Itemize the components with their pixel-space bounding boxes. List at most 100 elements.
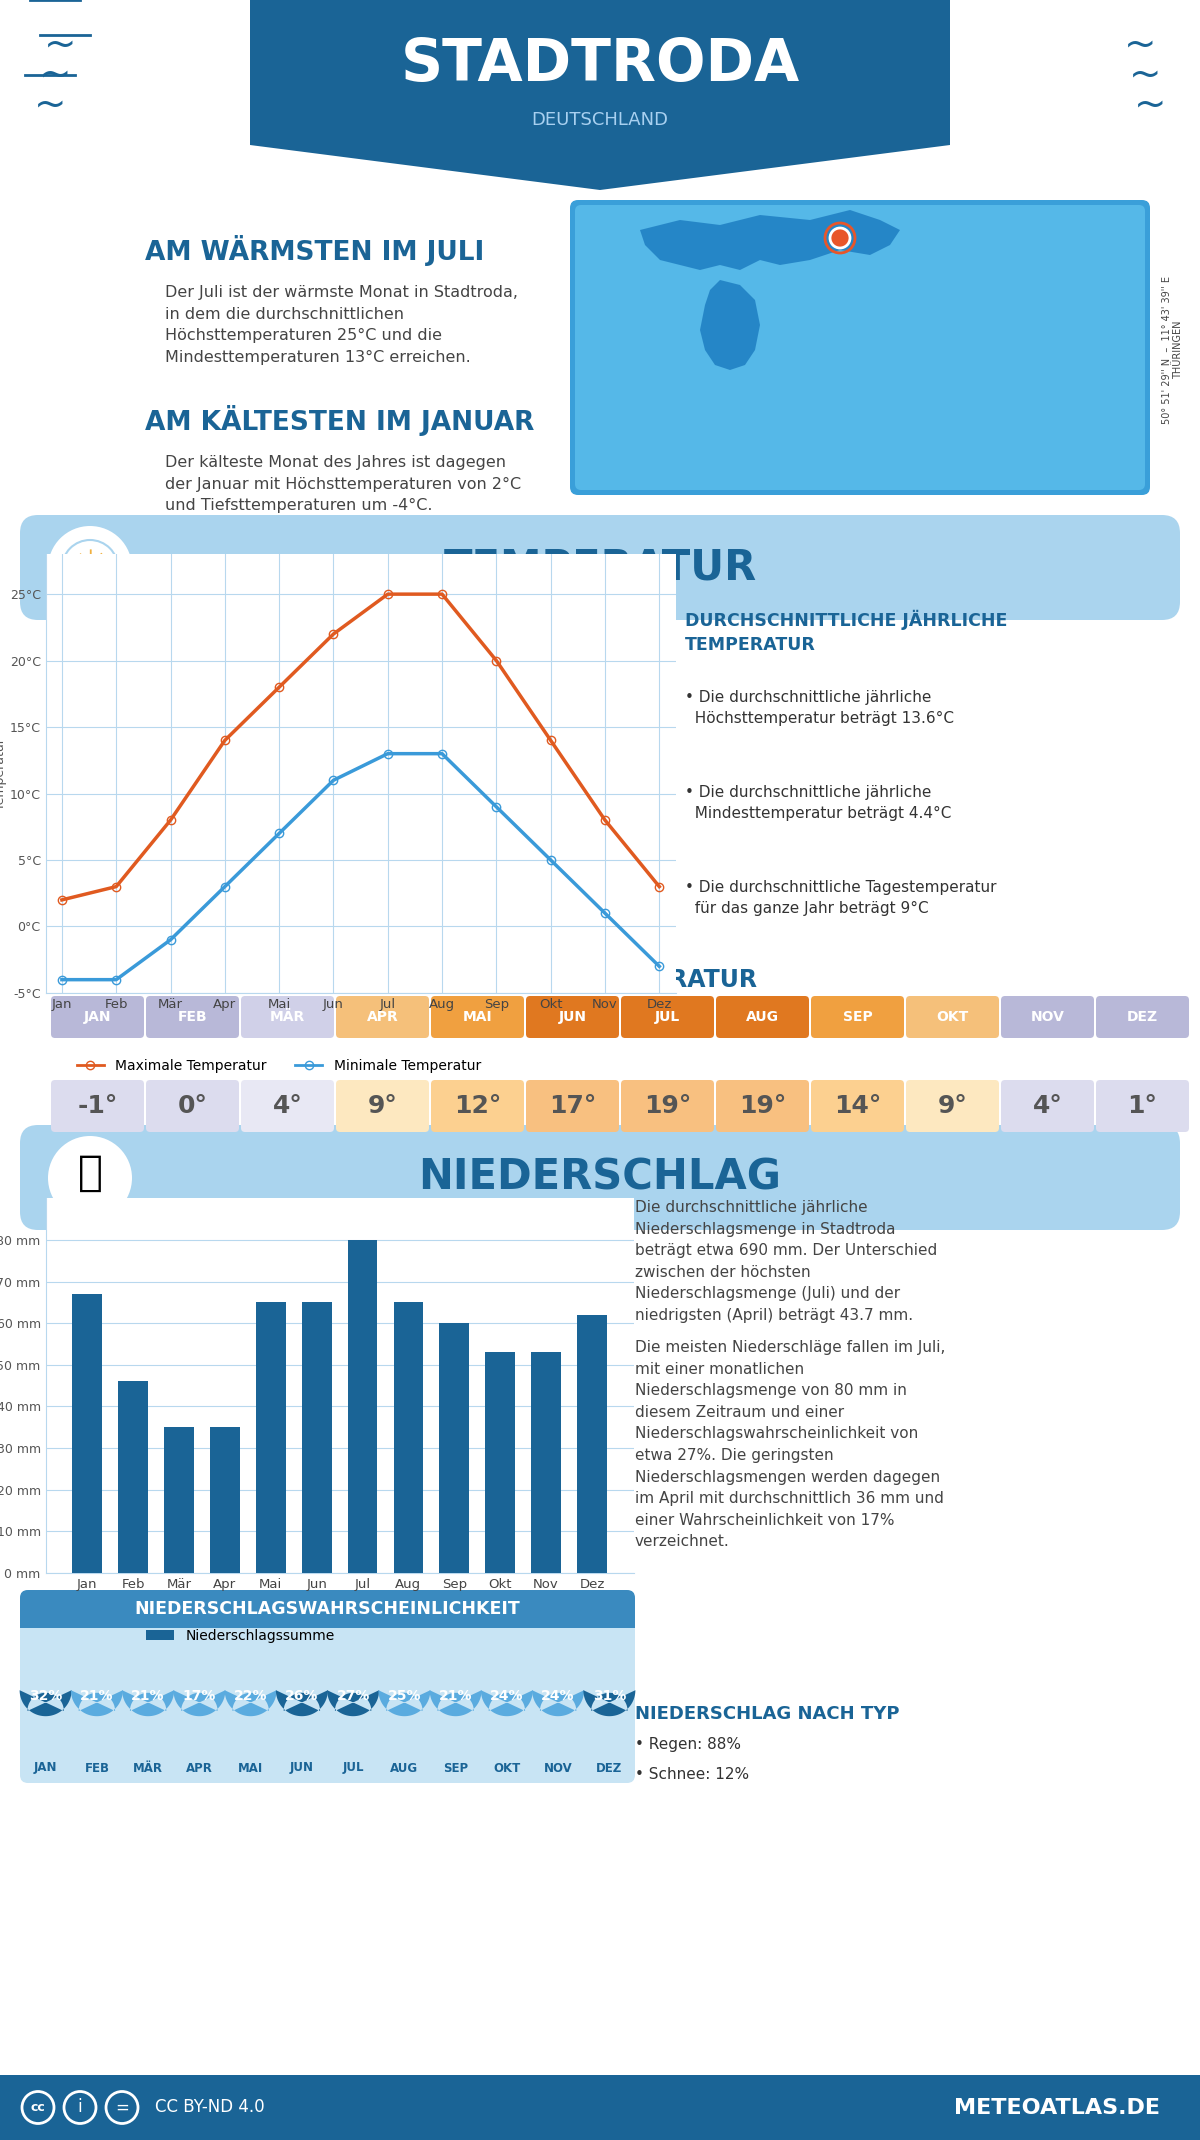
Text: 22%: 22% — [234, 1688, 268, 1703]
Text: • Schnee: 12%: • Schnee: 12% — [635, 1768, 749, 1783]
Bar — [532, 1352, 560, 1573]
Text: 27%: 27% — [336, 1688, 370, 1703]
Polygon shape — [532, 1691, 584, 1729]
FancyBboxPatch shape — [20, 1590, 635, 1629]
FancyBboxPatch shape — [50, 1081, 144, 1132]
Text: 21%: 21% — [131, 1688, 164, 1703]
Polygon shape — [481, 1691, 533, 1729]
FancyBboxPatch shape — [146, 995, 239, 1038]
FancyBboxPatch shape — [241, 1081, 334, 1132]
Text: 9°: 9° — [367, 1094, 397, 1117]
Text: ~: ~ — [38, 56, 71, 94]
Polygon shape — [173, 1691, 226, 1729]
Minimale Temperatur — [163, 927, 178, 952]
FancyBboxPatch shape — [431, 1081, 524, 1132]
Text: Der kälteste Monat des Jahres ist dagegen
der Januar mit Höchsttemperaturen von : Der kälteste Monat des Jahres ist dagege… — [166, 456, 521, 514]
Text: NOV: NOV — [544, 1761, 572, 1774]
Text: SEP: SEP — [842, 1010, 872, 1025]
Text: 17%: 17% — [182, 1688, 216, 1703]
Minimale Temperatur — [598, 901, 612, 927]
Maximale Temperatur — [380, 582, 395, 608]
Text: MAI: MAI — [238, 1761, 263, 1774]
Maximale Temperatur — [544, 728, 558, 753]
Text: STADTRODA: STADTRODA — [401, 36, 799, 94]
Minimale Temperatur — [490, 794, 504, 820]
Text: DEZ: DEZ — [596, 1761, 623, 1774]
Text: 50° 51' 29'' N  –  11° 43' 39'' E: 50° 51' 29'' N – 11° 43' 39'' E — [1162, 276, 1172, 424]
FancyBboxPatch shape — [20, 1590, 635, 1783]
Text: TÄGLICHE TEMPERATUR: TÄGLICHE TEMPERATUR — [443, 967, 757, 993]
Polygon shape — [122, 1691, 174, 1729]
Text: =: = — [115, 2099, 128, 2116]
Text: Die durchschnittliche jährliche
Niederschlagsmenge in Stadtroda
beträgt etwa 690: Die durchschnittliche jährliche Niedersc… — [635, 1201, 937, 1323]
Text: FEB: FEB — [84, 1761, 109, 1774]
Bar — [577, 1314, 607, 1573]
Text: 4°: 4° — [1032, 1094, 1062, 1117]
Polygon shape — [250, 0, 950, 190]
Text: OKT: OKT — [493, 1761, 521, 1774]
Text: OKT: OKT — [936, 1010, 968, 1025]
Text: 31%: 31% — [593, 1688, 626, 1703]
FancyBboxPatch shape — [716, 1081, 809, 1132]
Text: AM KÄLTESTEN IM JANUAR: AM KÄLTESTEN IM JANUAR — [145, 404, 534, 437]
Line: Minimale Temperatur: Minimale Temperatur — [58, 749, 664, 984]
Text: 4°: 4° — [272, 1094, 302, 1117]
Text: APR: APR — [367, 1010, 398, 1025]
Circle shape — [62, 539, 118, 597]
Text: • Regen: 88%: • Regen: 88% — [635, 1738, 742, 1753]
Bar — [394, 1303, 424, 1573]
Text: 32%: 32% — [29, 1688, 62, 1703]
Text: NIEDERSCHLAG NACH TYP: NIEDERSCHLAG NACH TYP — [635, 1706, 900, 1723]
Text: JAN: JAN — [34, 1761, 58, 1774]
Circle shape — [830, 229, 850, 248]
Text: 21%: 21% — [80, 1688, 114, 1703]
FancyBboxPatch shape — [50, 995, 144, 1038]
Text: ~: ~ — [1134, 86, 1166, 124]
Y-axis label: Temperatur: Temperatur — [0, 738, 7, 809]
Polygon shape — [583, 1691, 635, 1729]
FancyBboxPatch shape — [811, 1081, 904, 1132]
Maximale Temperatur — [217, 728, 232, 753]
Text: ~: ~ — [34, 86, 66, 124]
Minimale Temperatur — [217, 873, 232, 899]
FancyBboxPatch shape — [20, 516, 1180, 621]
Text: i: i — [78, 2099, 83, 2116]
FancyBboxPatch shape — [146, 1081, 239, 1132]
Circle shape — [48, 526, 132, 610]
FancyBboxPatch shape — [906, 1081, 998, 1132]
FancyBboxPatch shape — [431, 995, 524, 1038]
Text: NIEDERSCHLAGSWAHRSCHEINLICHKEIT: NIEDERSCHLAGSWAHRSCHEINLICHKEIT — [134, 1601, 520, 1618]
FancyBboxPatch shape — [1001, 1081, 1094, 1132]
Maximale Temperatur — [598, 807, 612, 832]
Text: AUG: AUG — [390, 1761, 419, 1774]
Text: ~: ~ — [1123, 26, 1157, 64]
FancyBboxPatch shape — [20, 1126, 1180, 1230]
Text: 19°: 19° — [644, 1094, 691, 1117]
Text: ☀: ☀ — [71, 548, 109, 589]
Text: JUL: JUL — [655, 1010, 680, 1025]
FancyBboxPatch shape — [811, 995, 904, 1038]
Bar — [119, 1382, 148, 1573]
Minimale Temperatur — [544, 847, 558, 873]
Text: APR: APR — [186, 1761, 212, 1774]
FancyBboxPatch shape — [716, 995, 809, 1038]
FancyBboxPatch shape — [1001, 995, 1094, 1038]
FancyBboxPatch shape — [575, 205, 1145, 490]
Text: 12°: 12° — [454, 1094, 502, 1117]
Text: THÜRINGEN: THÜRINGEN — [1174, 321, 1183, 379]
Maximale Temperatur — [163, 807, 178, 832]
FancyBboxPatch shape — [622, 1081, 714, 1132]
Bar — [256, 1303, 286, 1573]
Text: AM WÄRMSTEN IM JULI: AM WÄRMSTEN IM JULI — [145, 235, 485, 265]
Text: 9°: 9° — [937, 1094, 967, 1117]
Text: NIEDERSCHLAG: NIEDERSCHLAG — [419, 1158, 781, 1198]
Polygon shape — [640, 210, 900, 270]
Text: • Die durchschnittliche Tagestemperatur
  für das ganze Jahr beträgt 9°C: • Die durchschnittliche Tagestemperatur … — [685, 880, 996, 916]
Text: 🌧: 🌧 — [78, 1151, 102, 1194]
Text: FEB: FEB — [178, 1010, 208, 1025]
Text: -1°: -1° — [77, 1094, 118, 1117]
Polygon shape — [276, 1691, 328, 1729]
Text: 21%: 21% — [439, 1688, 473, 1703]
Minimale Temperatur — [380, 740, 395, 766]
Polygon shape — [71, 1691, 122, 1729]
